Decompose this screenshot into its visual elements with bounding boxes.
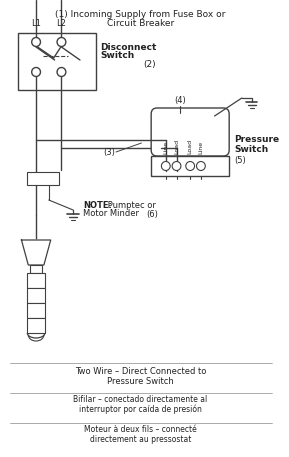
- Bar: [30, 265, 42, 273]
- Text: (2): (2): [143, 60, 156, 69]
- Text: directement au pressostat: directement au pressostat: [90, 436, 191, 445]
- Text: (4): (4): [175, 96, 186, 105]
- Text: interruptor por caída de presión: interruptor por caída de presión: [79, 404, 202, 414]
- Text: Load: Load: [188, 139, 193, 154]
- Circle shape: [32, 68, 40, 76]
- Text: Moteur à deux fils – connecté: Moteur à deux fils – connecté: [84, 425, 197, 435]
- Polygon shape: [21, 240, 51, 265]
- Circle shape: [186, 161, 194, 170]
- Text: Pumptec or: Pumptec or: [105, 201, 156, 209]
- Text: Motor Minder: Motor Minder: [83, 209, 139, 218]
- Text: Pressure Switch: Pressure Switch: [107, 377, 174, 386]
- Circle shape: [57, 37, 66, 47]
- FancyBboxPatch shape: [151, 108, 229, 156]
- Text: Line: Line: [199, 141, 203, 154]
- Text: L2: L2: [57, 19, 66, 28]
- Bar: [151, 156, 229, 176]
- Text: (3): (3): [103, 148, 115, 156]
- Bar: [27, 303, 45, 318]
- Text: Pressure: Pressure: [234, 135, 279, 144]
- Text: NOTE:: NOTE:: [83, 201, 112, 209]
- Text: Load: Load: [174, 139, 179, 154]
- Circle shape: [32, 37, 40, 47]
- Bar: [27, 172, 58, 185]
- Bar: [27, 273, 45, 288]
- Text: (1) Incoming Supply from Fuse Box or: (1) Incoming Supply from Fuse Box or: [55, 10, 226, 19]
- Circle shape: [172, 161, 181, 170]
- Bar: [18, 33, 96, 90]
- Text: Bifilar – conectado directamente al: Bifilar – conectado directamente al: [73, 394, 208, 404]
- Circle shape: [57, 68, 66, 76]
- Text: Circuit Breaker: Circuit Breaker: [107, 19, 174, 28]
- Bar: [27, 288, 45, 303]
- Text: Two Wire – Direct Connected to: Two Wire – Direct Connected to: [75, 367, 206, 376]
- Text: Switch: Switch: [101, 52, 135, 60]
- Text: (6): (6): [146, 209, 158, 218]
- Text: L1: L1: [31, 19, 41, 28]
- Bar: [27, 318, 45, 333]
- Text: (5): (5): [234, 155, 246, 165]
- Circle shape: [161, 161, 170, 170]
- Circle shape: [197, 161, 205, 170]
- Text: Line: Line: [163, 141, 168, 154]
- Text: Switch: Switch: [234, 144, 268, 154]
- Text: Disconnect: Disconnect: [101, 43, 157, 52]
